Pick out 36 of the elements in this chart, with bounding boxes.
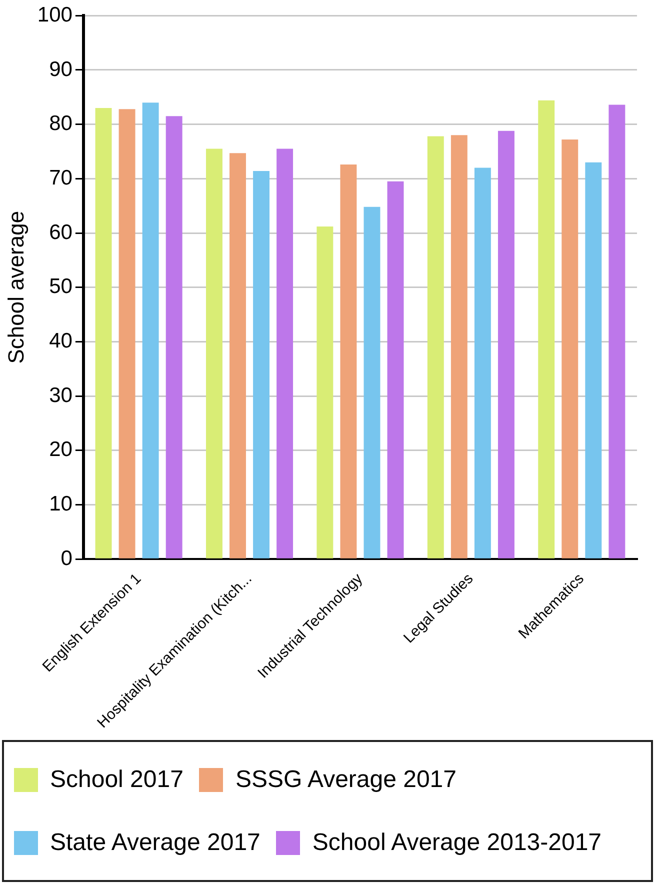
- bar: [142, 102, 159, 558]
- legend-label: State Average 2017: [50, 828, 260, 856]
- legend-label: School 2017: [50, 766, 184, 794]
- y-tick-label: 90: [49, 58, 72, 81]
- bar: [608, 104, 626, 558]
- y-tick-label: 60: [49, 220, 72, 244]
- y-axis-title: School average: [3, 210, 28, 364]
- bar: [498, 130, 514, 558]
- legend-label: School Average 2013-2017: [312, 828, 602, 856]
- bar: [166, 116, 182, 558]
- bar: [118, 109, 136, 558]
- bar: [585, 162, 602, 558]
- y-tick-label: 100: [37, 3, 72, 26]
- bar: [316, 226, 334, 558]
- y-tick-label: 50: [49, 275, 72, 298]
- bar: [562, 140, 578, 558]
- bar: [364, 206, 380, 558]
- y-tick-label: 80: [49, 112, 72, 136]
- y-tick-label: 30: [49, 384, 72, 407]
- bar: [95, 108, 112, 558]
- bar: [276, 148, 294, 558]
- bar: [538, 100, 555, 558]
- legend-label: SSSG Average 2017: [235, 766, 457, 794]
- bar: [230, 153, 246, 558]
- bar: [340, 164, 357, 558]
- y-tick-label: 40: [49, 330, 72, 353]
- bar: [450, 135, 468, 558]
- y-tick-label: 10: [49, 492, 72, 516]
- bar: [387, 181, 404, 558]
- bar: [206, 148, 222, 558]
- y-tick-label: 0: [60, 546, 72, 570]
- bar: [474, 168, 491, 558]
- bar: [253, 171, 270, 558]
- y-tick-label: 20: [49, 438, 72, 462]
- y-tick-label: 70: [49, 166, 72, 190]
- bar: [427, 136, 444, 558]
